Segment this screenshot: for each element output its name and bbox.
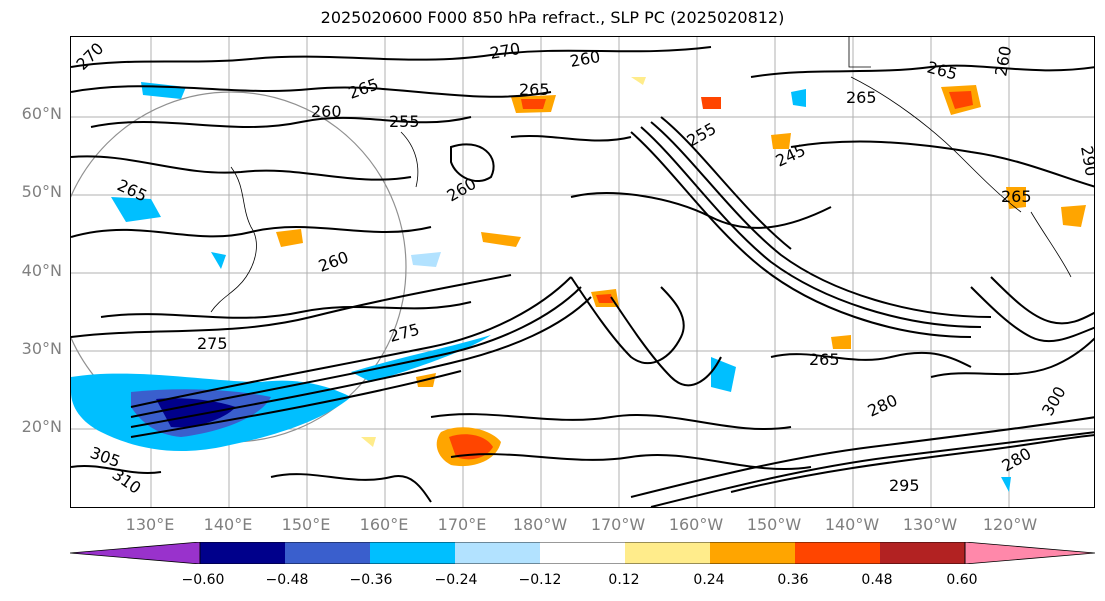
- colorbar-cell: [285, 542, 371, 564]
- lon-label-170e: 170°E: [437, 515, 487, 534]
- lon-label-130e: 130°E: [125, 515, 175, 534]
- contour-label: 265: [846, 88, 877, 107]
- contour-label: 265: [1001, 187, 1032, 206]
- colorbar-tick: 0.48: [861, 572, 893, 588]
- contour-label: 260: [568, 47, 601, 71]
- lon-label-150w: 150°W: [746, 515, 802, 534]
- colorbar-tick: −0.36: [349, 572, 393, 588]
- coastlines: [210, 37, 1072, 313]
- lat-label-40n: 40°N: [21, 261, 62, 280]
- lat-label-60n: 60°N: [21, 104, 62, 123]
- lon-label-160w: 160°W: [668, 515, 724, 534]
- contour-label: 275: [197, 334, 228, 353]
- colorbar-cell: [795, 542, 881, 564]
- contour-label: 255: [684, 119, 720, 151]
- contour-label: 265: [519, 80, 550, 99]
- lon-label-180w: 180°W: [512, 515, 568, 534]
- colorbar-tick: −0.12: [518, 572, 562, 588]
- positive-shading: [276, 77, 1086, 467]
- map-title: 2025020600 F000 850 hPa refract., SLP PC…: [320, 8, 785, 27]
- graticule: [71, 37, 1094, 507]
- map-canvas: 270 260 265 255 270 265 260 255 260 245 …: [71, 37, 1095, 507]
- colorbar: [70, 542, 1095, 564]
- contour-label: 280: [865, 390, 901, 420]
- colorbar-cell: [880, 542, 966, 564]
- lon-label-140e: 140°E: [203, 515, 253, 534]
- contour-label: 265: [809, 350, 840, 369]
- colorbar-tick: 0.12: [608, 572, 640, 588]
- colorbar-cell: [200, 542, 286, 564]
- contour-label: 260: [311, 102, 342, 121]
- lon-label-130w: 130°W: [902, 515, 958, 534]
- colorbar-tick: 0.60: [946, 572, 978, 588]
- contour-label: 300: [1038, 383, 1070, 419]
- lon-label-160e: 160°E: [359, 515, 409, 534]
- contour-lines: [71, 46, 1094, 507]
- contour-label: 290: [1077, 144, 1095, 177]
- lat-label-20n: 20°N: [21, 417, 62, 436]
- colorbar-cell: [455, 542, 541, 564]
- contour-label: 265: [346, 74, 381, 102]
- contour-label: 255: [389, 112, 420, 131]
- colorbar-tick: 0.24: [693, 572, 725, 588]
- colorbar-extend-low: [70, 542, 201, 564]
- lat-label-50n: 50°N: [21, 182, 62, 201]
- lon-label-150e: 150°E: [281, 515, 331, 534]
- colorbar-extend-high: [964, 542, 1095, 564]
- colorbar-cell: [370, 542, 456, 564]
- colorbar-cell: [540, 542, 626, 564]
- contour-label: 265: [925, 58, 959, 84]
- lat-label-30n: 30°N: [21, 339, 62, 358]
- lon-label-170w: 170°W: [590, 515, 646, 534]
- lon-label-140w: 140°W: [824, 515, 880, 534]
- colorbar-outline: [199, 542, 966, 564]
- colorbar-cell: [710, 542, 796, 564]
- contour-label: 295: [889, 476, 920, 495]
- contour-label: 270: [72, 39, 107, 74]
- contour-label: 260: [444, 174, 480, 206]
- contour-label: 260: [991, 44, 1015, 77]
- colorbar-cell: [625, 542, 711, 564]
- contour-label: 260: [316, 247, 351, 275]
- colorbar-tick: −0.60: [181, 572, 225, 588]
- lon-label-120w: 120°W: [982, 515, 1038, 534]
- map-panel: 270 260 265 255 270 265 260 255 260 245 …: [70, 36, 1095, 508]
- colorbar-cells: [70, 542, 1095, 564]
- contour-label: 275: [387, 320, 421, 346]
- colorbar-tick: −0.48: [265, 572, 309, 588]
- contour-label: 270: [488, 39, 521, 63]
- colorbar-tick: −0.24: [434, 572, 478, 588]
- colorbar-tick: 0.36: [777, 572, 809, 588]
